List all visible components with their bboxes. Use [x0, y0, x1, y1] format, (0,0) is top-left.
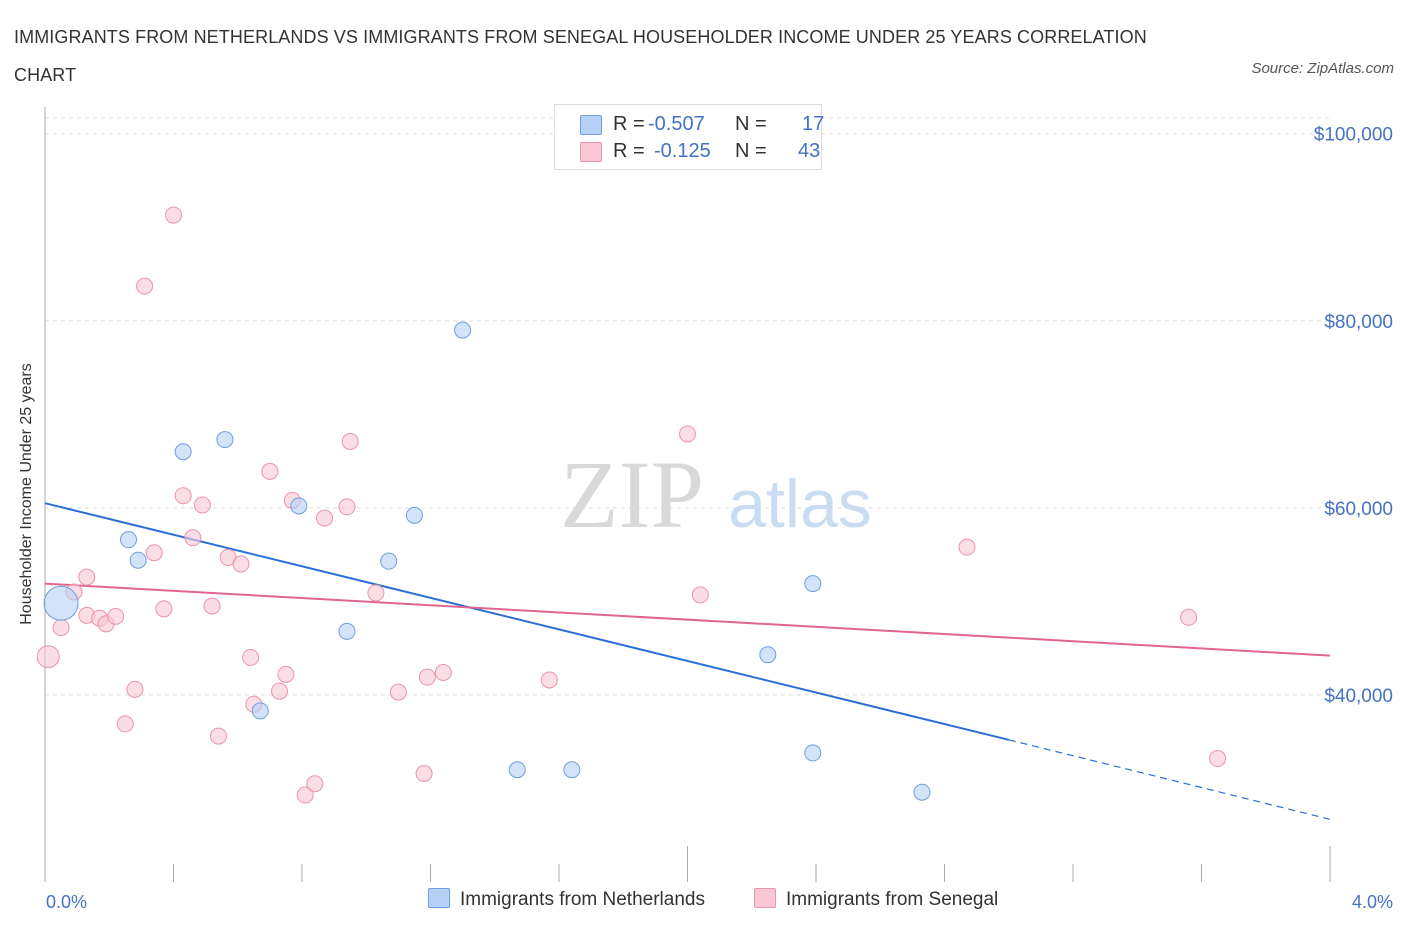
point-senegal: [306, 775, 324, 793]
point-netherlands: [120, 531, 138, 549]
point-senegal: [78, 568, 96, 586]
point-netherlands: [508, 761, 526, 779]
chart-title: IMMIGRANTS FROM NETHERLANDS VS IMMIGRANT…: [14, 27, 1147, 85]
point-senegal: [116, 715, 134, 733]
point-senegal: [193, 496, 211, 514]
netherlands-swatch: [580, 115, 602, 135]
axes: [44, 107, 1331, 882]
n-value-senegal: 43: [798, 140, 821, 162]
trend-lines: [44, 502, 1331, 820]
data-points: [36, 206, 1227, 804]
point-senegal: [271, 682, 289, 700]
point-senegal: [261, 462, 279, 480]
source-label: Source: ZipAtlas.com: [1251, 60, 1394, 77]
point-senegal: [232, 555, 250, 573]
x-tick-label: 4.0%: [1352, 892, 1393, 912]
point-senegal: [540, 671, 558, 689]
point-netherlands: [174, 443, 192, 461]
n-label: N =: [735, 113, 767, 135]
point-senegal: [203, 597, 221, 615]
x-tick-label: 0.0%: [46, 892, 87, 912]
point-netherlands: [290, 497, 308, 515]
point-netherlands: [804, 744, 822, 762]
trend-line-netherlands-extension: [1008, 739, 1331, 820]
point-senegal: [338, 498, 356, 516]
point-senegal: [145, 544, 163, 562]
stats-box: R = -0.507 N = 17 R = -0.125 N = 43: [554, 104, 825, 170]
n-value-netherlands: 17: [802, 113, 825, 135]
point-netherlands: [454, 321, 472, 339]
point-senegal: [52, 619, 70, 637]
point-senegal: [136, 277, 154, 295]
point-senegal: [341, 432, 359, 450]
point-senegal: [958, 538, 976, 556]
point-senegal: [415, 764, 433, 782]
legend-label-netherlands: Immigrants from Netherlands: [460, 889, 705, 910]
point-netherlands: [759, 646, 777, 664]
n-label: N =: [735, 140, 767, 162]
point-senegal: [1180, 608, 1198, 626]
y-tick-label: $40,000: [1324, 686, 1393, 707]
point-netherlands: [563, 761, 581, 779]
point-senegal: [1209, 750, 1227, 768]
r-label: R =: [613, 113, 645, 135]
point-senegal: [174, 487, 192, 505]
trend-line-netherlands: [44, 502, 1009, 741]
point-netherlands: [405, 506, 423, 524]
point-senegal: [184, 529, 202, 547]
point-senegal: [679, 425, 696, 443]
point-senegal: [36, 645, 60, 669]
point-senegal: [107, 607, 125, 625]
y-tick-label: $100,000: [1314, 125, 1393, 146]
y-tick-label: $80,000: [1324, 312, 1393, 333]
x-tick-labels: 0.0% 4.0%: [46, 892, 1393, 912]
point-senegal: [277, 665, 295, 683]
senegal-legend-swatch: [754, 888, 776, 908]
point-senegal: [367, 584, 385, 602]
legend-label-senegal: Immigrants from Senegal: [786, 889, 999, 910]
point-netherlands: [251, 702, 269, 720]
point-senegal: [691, 586, 709, 604]
point-senegal: [434, 663, 452, 681]
point-senegal: [165, 206, 182, 224]
legend-item-netherlands[interactable]: Immigrants from Netherlands: [428, 888, 705, 914]
point-senegal: [126, 680, 144, 698]
point-senegal: [418, 668, 436, 686]
senegal-swatch: [580, 142, 602, 162]
point-senegal: [389, 683, 407, 701]
point-netherlands: [216, 431, 234, 449]
legend-item-senegal[interactable]: Immigrants from Senegal: [754, 888, 998, 914]
point-netherlands: [43, 585, 79, 621]
gridlines: [45, 117, 1330, 696]
point-senegal: [296, 786, 314, 804]
point-senegal: [209, 727, 227, 745]
watermark-atlas: atlas: [728, 466, 872, 542]
y-tick-labels: $40,000 $60,000 $80,000 $100,000: [1314, 125, 1393, 707]
r-value-senegal: -0.125: [654, 140, 711, 162]
point-senegal: [242, 649, 260, 667]
r-value-netherlands: -0.507: [648, 113, 705, 135]
point-netherlands: [380, 552, 398, 570]
netherlands-legend-swatch: [428, 888, 450, 908]
point-senegal: [155, 600, 173, 618]
point-netherlands: [913, 783, 931, 801]
point-netherlands: [804, 575, 822, 593]
watermark: ZIP atlas: [560, 441, 872, 548]
point-netherlands: [338, 622, 356, 640]
r-label: R =: [613, 140, 645, 162]
watermark-zip: ZIP: [560, 441, 704, 548]
y-tick-label: $60,000: [1324, 499, 1393, 520]
point-senegal: [315, 509, 333, 527]
point-netherlands: [129, 551, 147, 569]
trend-line-senegal: [44, 582, 1331, 657]
